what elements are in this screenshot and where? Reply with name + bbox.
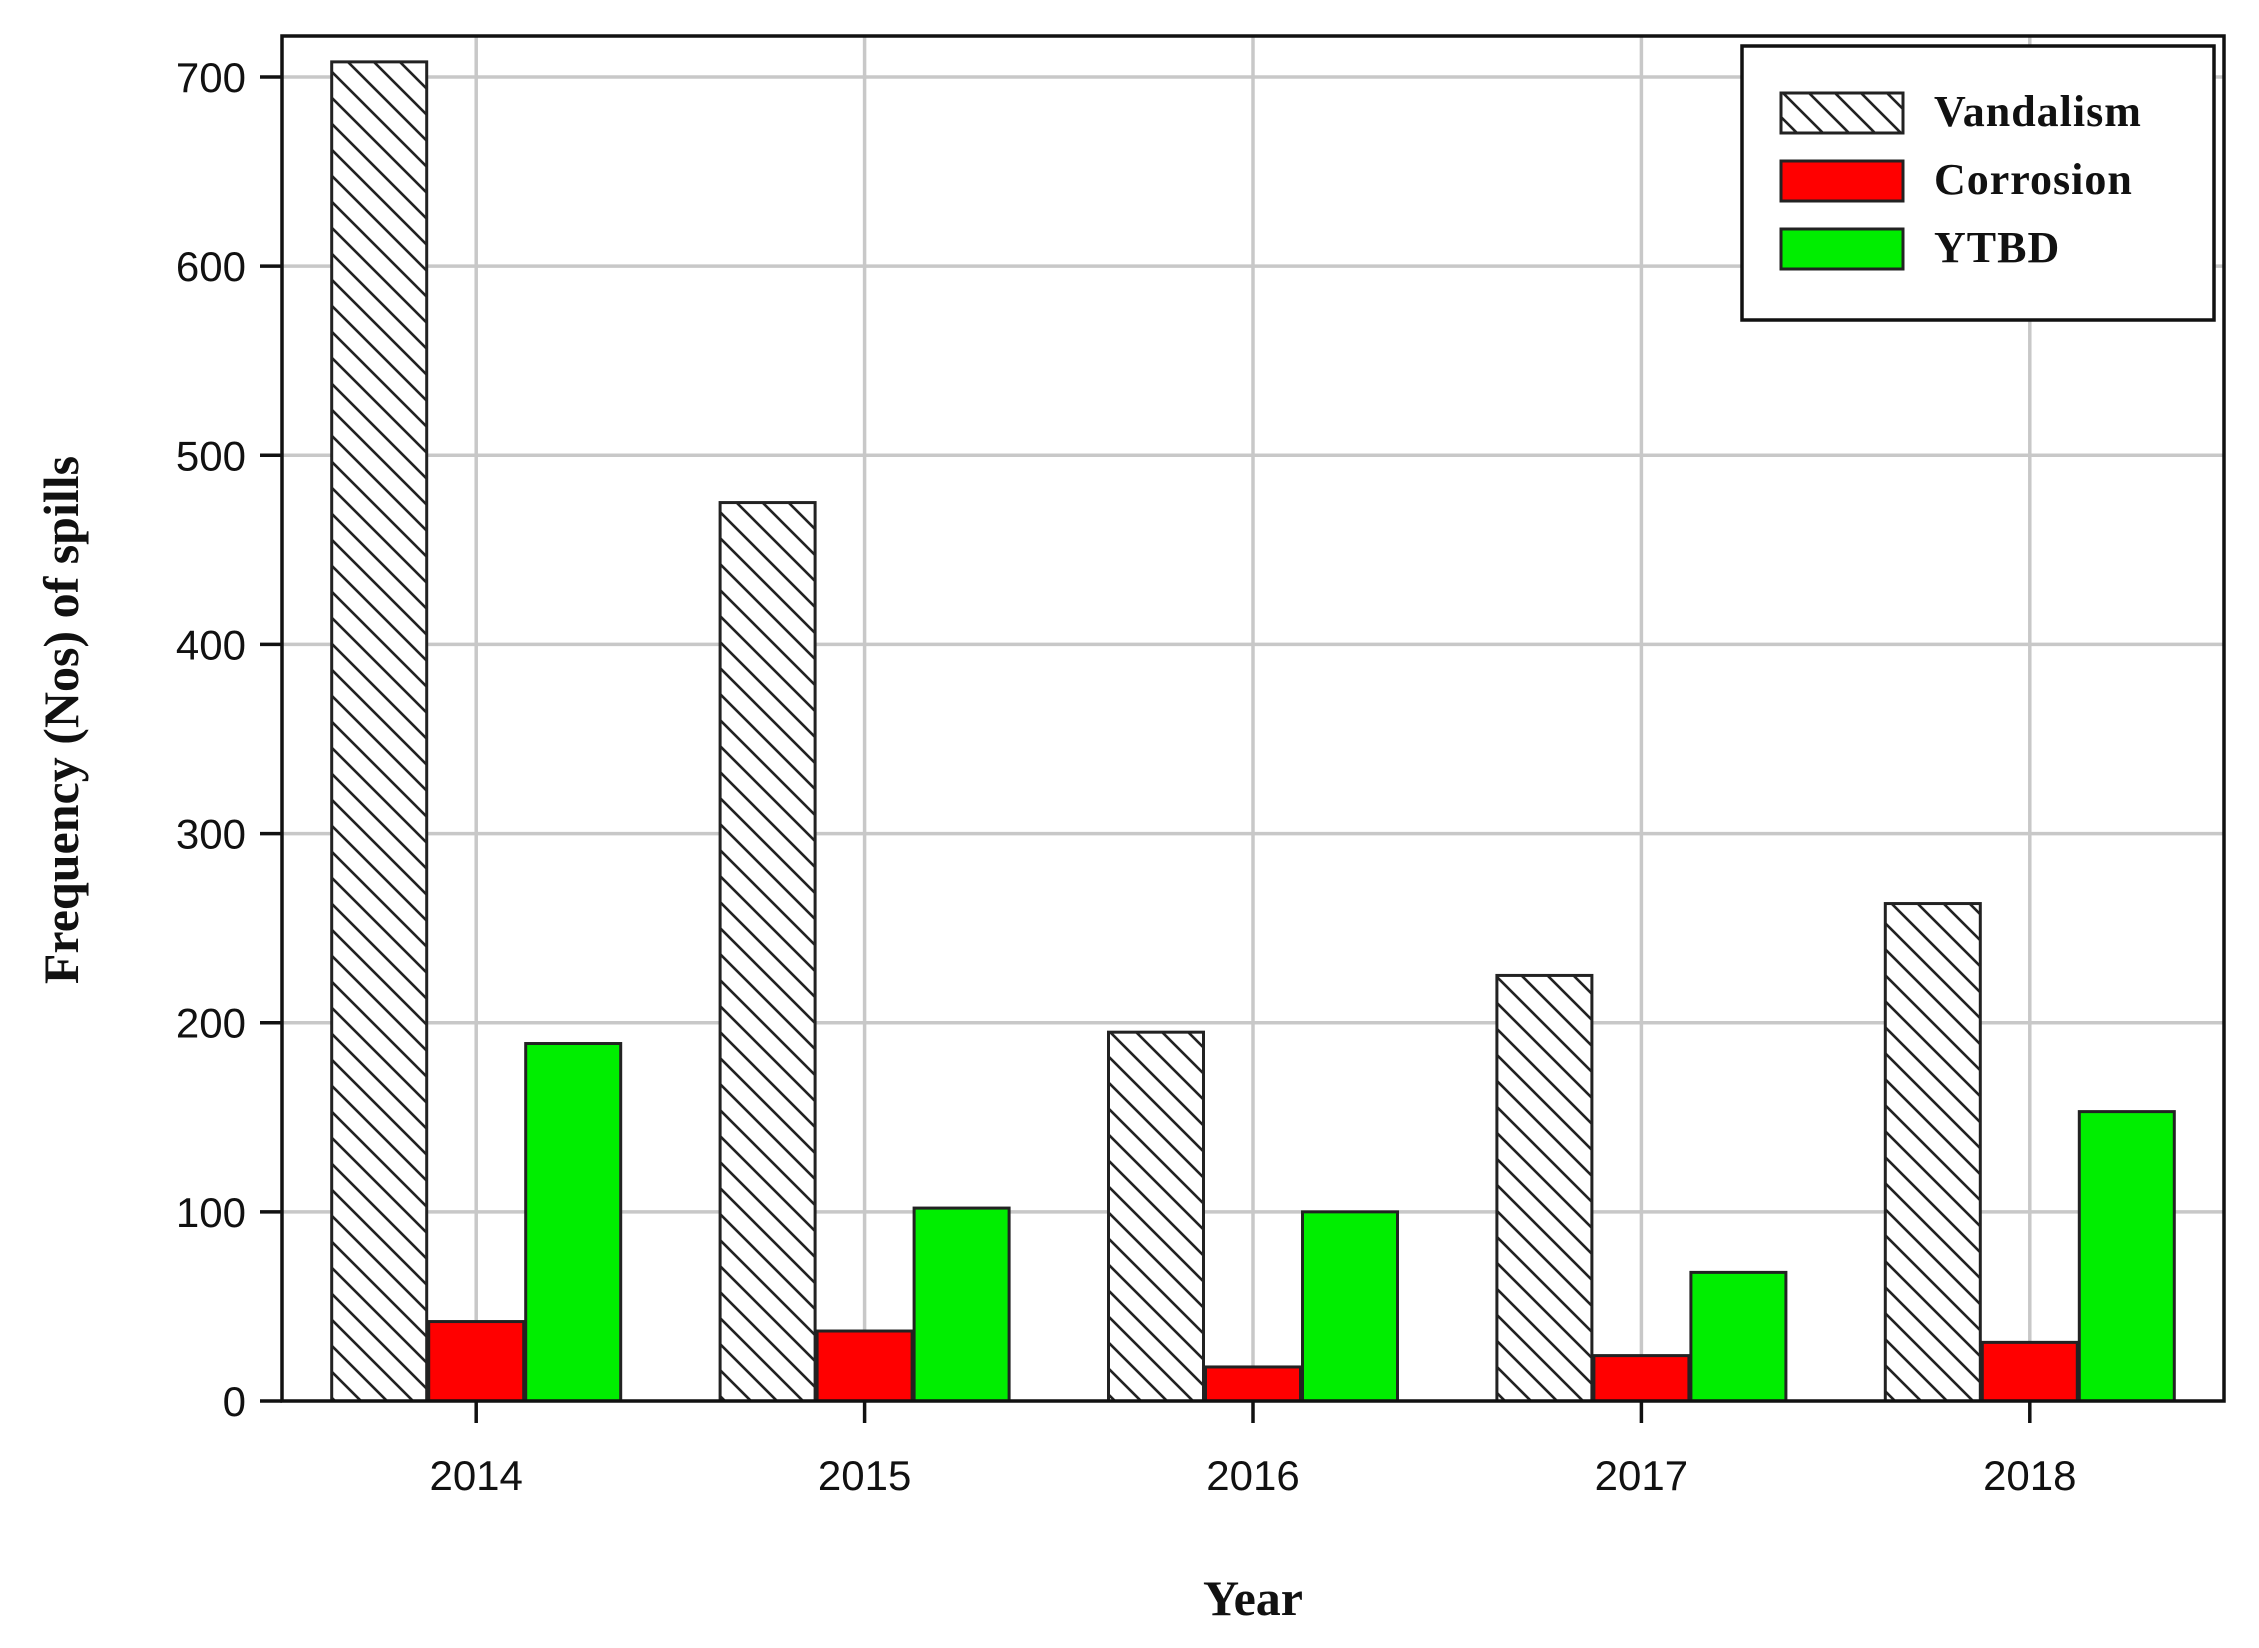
- y-tick-label: 200: [176, 1000, 246, 1047]
- y-tick-label: 700: [176, 54, 246, 101]
- bar-corrosion-2015: [815, 1329, 914, 1403]
- legend-swatch-ytbd: [1779, 227, 1905, 271]
- y-axis: 0 100 200 300 400 500 600 700: [176, 54, 282, 1425]
- legend-label-corrosion: Corrosion: [1934, 155, 2133, 204]
- bar-ytbd-2018: [2077, 1110, 2176, 1403]
- bar-vandalism-2017: [1495, 973, 1594, 1403]
- bar-ytbd-2016: [1301, 1210, 1399, 1403]
- legend-label-vandalism: Vandalism: [1934, 87, 2142, 136]
- x-axis: 2014 2015 2016 2017 2018: [429, 1401, 2077, 1499]
- y-axis-title: Frequency (Nos) of spills: [33, 456, 89, 984]
- legend-swatch-vandalism: [1779, 91, 1905, 135]
- bar-corrosion-2018: [1980, 1340, 2079, 1403]
- bars: [330, 60, 2176, 1403]
- bar-corrosion-2017: [1592, 1354, 1691, 1403]
- y-tick-label: 600: [176, 243, 246, 290]
- x-tick-label: 2016: [1206, 1452, 1299, 1499]
- x-tick-label: 2017: [1595, 1452, 1688, 1499]
- x-axis-title: Year: [1203, 1570, 1303, 1626]
- bar-ytbd-2014: [524, 1042, 623, 1403]
- y-tick-label: 300: [176, 811, 246, 858]
- bar-vandalism-2015: [718, 501, 817, 1403]
- legend-swatch-corrosion: [1779, 159, 1905, 203]
- legend: Vandalism Corrosion YTBD: [1740, 44, 2216, 322]
- bar-vandalism-2018: [1883, 902, 1982, 1403]
- bar-corrosion-2014: [427, 1320, 526, 1403]
- x-tick-label: 2018: [1983, 1452, 2076, 1499]
- y-tick-label: 500: [176, 432, 246, 479]
- y-tick-label: 400: [176, 621, 246, 668]
- grid-lines: [282, 36, 2224, 1401]
- bar-vandalism-2016: [1107, 1030, 1205, 1403]
- y-tick-label: 100: [176, 1189, 246, 1236]
- x-tick-label: 2014: [429, 1452, 522, 1499]
- bar-vandalism-2014: [330, 60, 429, 1403]
- legend-label-ytbd: YTBD: [1934, 223, 2060, 272]
- bar-ytbd-2017: [1689, 1270, 1788, 1403]
- bar-corrosion-2016: [1204, 1365, 1302, 1403]
- bar-ytbd-2015: [912, 1206, 1011, 1403]
- x-tick-label: 2015: [818, 1452, 911, 1499]
- y-tick-label: 0: [223, 1378, 246, 1425]
